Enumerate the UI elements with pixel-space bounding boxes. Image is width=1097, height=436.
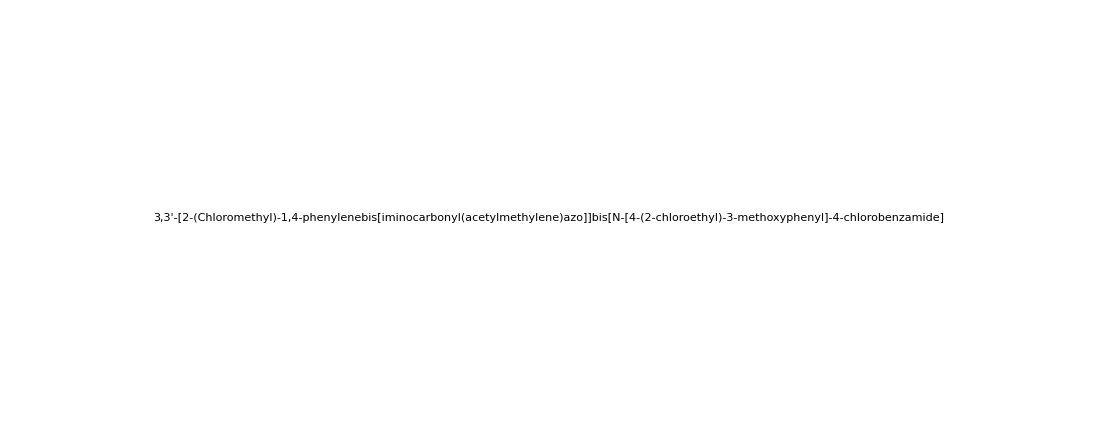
Text: 3,3'-[2-(Chloromethyl)-1,4-phenylenebis[iminocarbonyl(acetylmethylene)azo]]bis[N: 3,3'-[2-(Chloromethyl)-1,4-phenylenebis[…	[152, 213, 945, 223]
